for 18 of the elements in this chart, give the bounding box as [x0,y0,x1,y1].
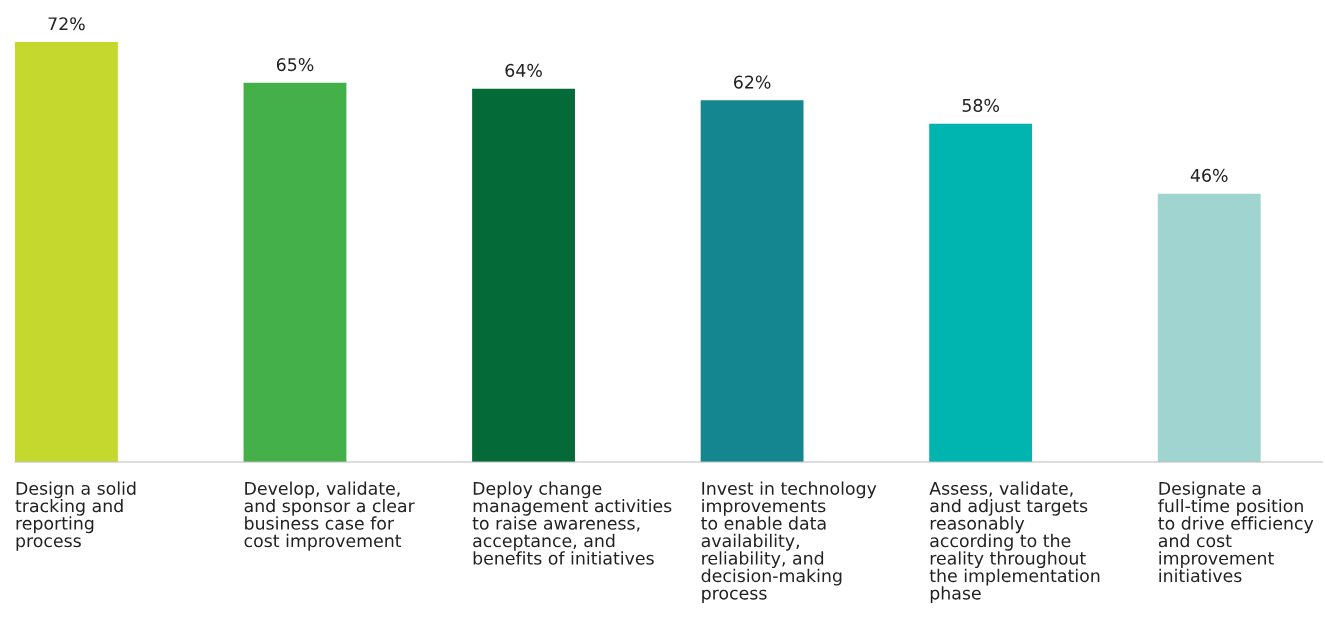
x-tick-label: Deploy change management activities to raise awareness, acceptance, and benefits of initiatives [472,481,672,565]
bar [15,42,118,462]
data-label: 64% [505,63,542,77]
x-tick-label: Develop, validate, and sponsor a clear business case for cost improvement [244,481,415,551]
data-label: 46% [1190,168,1228,182]
data-label: 62% [734,75,771,89]
bar [929,123,1033,462]
x-tick-label: Design a solid tracking and reporting process [15,481,136,551]
bar [700,100,804,462]
bar [243,82,347,462]
x-tick-label: Invest in technology improvements to enable data availability, reliability, and decision-making process [701,481,877,604]
data-label: 72% [48,17,85,31]
x-tick-label: Assess, validate, and adjust targets reasonably according to the reality throughout the implementation phase [929,481,1100,604]
data-label: 65% [276,58,314,72]
bar [1157,193,1261,462]
bar [472,88,575,462]
data-label: 58% [962,98,999,112]
x-tick-label: Designate a full-time position to drive efficiency and cost improvement initiatives [1158,481,1314,583]
